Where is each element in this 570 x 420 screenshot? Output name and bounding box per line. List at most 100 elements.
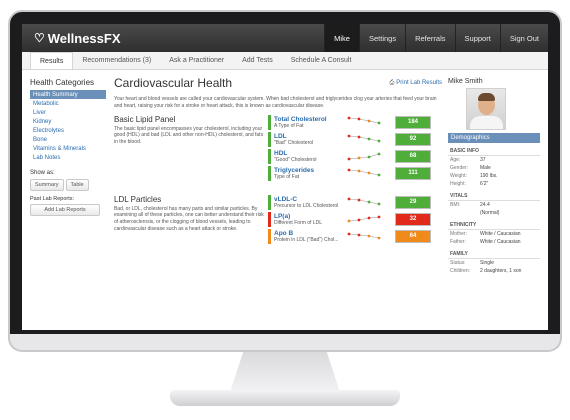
past-lab-label: Past Lab Reports: <box>30 196 75 202</box>
vitals-heading: VITALS <box>448 190 540 201</box>
age-row: Age: 37 <box>448 156 540 164</box>
nav-settings[interactable]: Settings <box>358 24 405 52</box>
status-bar <box>268 131 271 147</box>
monitor-stand-neck <box>230 352 340 392</box>
metric-text: LDL "Bad" Cholesterol <box>271 133 345 146</box>
heart-logo-icon: ♡ <box>34 31 45 45</box>
father-value: White / Caucasian <box>480 239 521 245</box>
height-value: 6'2" <box>480 181 489 187</box>
sidebar-item-metabolic[interactable]: Metabolic <box>33 100 59 107</box>
ldl-metrics: vLDL-C Precursor to LDL Cholesterol 29 <box>268 194 442 246</box>
metric-value: 29 <box>395 195 431 209</box>
bmi-note: (Normal) <box>480 210 500 216</box>
tab-add-tests[interactable]: Add Tests <box>242 57 273 64</box>
metric-hdl[interactable]: HDL "Good" Cholesterol 68 <box>268 148 442 164</box>
metric-name: LDL <box>274 132 287 140</box>
profile-name: Mike Smith <box>448 78 483 85</box>
metric-ldl[interactable]: LDL "Bad" Cholesterol 92 <box>268 131 442 147</box>
weight-key: Weight: <box>450 173 467 179</box>
trend-sparkline <box>347 168 381 176</box>
gender-key: Gender: <box>450 165 469 171</box>
sidebar-item-liver[interactable]: Liver <box>33 109 47 116</box>
height-key: Height: <box>450 181 466 187</box>
metric-apo-b[interactable]: Apo B Protein in LDL ("Bad") Chol... 64 <box>268 228 442 244</box>
metric-text: Triglycerides Type of Fat <box>271 167 345 180</box>
sidebar-item-vitamins[interactable]: Vitamins & Minerals <box>33 145 86 152</box>
metric-vldl-c[interactable]: vLDL-C Precursor to LDL Cholesterol 29 <box>268 194 442 210</box>
logo-text: WellnessFX <box>47 30 121 46</box>
metric-lpa[interactable]: LP(a) Different Form of LDL 32 <box>268 211 442 227</box>
bmi-spacer <box>450 210 480 216</box>
section-desc: Bad, or LDL, cholesterol has many parts … <box>114 205 264 232</box>
metric-name: Apo B <box>274 229 294 237</box>
sidebar-item-electrolytes[interactable]: Electrolytes <box>33 127 65 134</box>
metric-total-cholesterol[interactable]: Total Cholesterol A Type of Fat 184 <box>268 114 442 130</box>
top-bar: ♡ WellnessFX Mike Settings Referrals Sup… <box>22 24 548 52</box>
status-bar <box>268 211 271 227</box>
metric-text: HDL "Good" Cholesterol <box>271 150 345 163</box>
metric-name: LP(a) <box>274 212 291 220</box>
children-row: Children: 2 daughters, 1 son <box>448 267 540 275</box>
view-toggle: Summary Table <box>30 179 106 191</box>
app-screen: ♡ WellnessFX Mike Settings Referrals Sup… <box>22 24 548 330</box>
table-button[interactable]: Table <box>65 179 89 191</box>
gender-value: Male <box>480 165 491 171</box>
top-nav: Mike Settings Referrals Support Sign Out <box>324 24 548 52</box>
ethnicity-heading: ETHNICITY <box>448 219 540 230</box>
trend-sparkline <box>347 197 381 205</box>
age-value: 37 <box>480 157 486 163</box>
page-title: Cardiovascular Health <box>114 76 233 90</box>
section-title: Basic Lipid Panel <box>114 114 176 124</box>
metric-sub: "Bad" Cholesterol <box>274 139 314 146</box>
title-row: Cardiovascular Health ⎙ Print Lab Result… <box>114 76 442 90</box>
metric-value: 184 <box>395 115 431 129</box>
monitor-stand-base <box>170 390 400 406</box>
ldl-panel-info: LDL Particles Bad, or LDL, cholesterol h… <box>114 195 264 246</box>
metric-sub: Type of Fat <box>274 173 300 180</box>
add-lab-reports-button[interactable]: Add Lab Reports <box>30 204 100 216</box>
metric-sub: Protein in LDL ("Bad") Chol... <box>274 236 339 243</box>
profile-panel: Mike Smith Demographics BASIC INFO Age: 3… <box>448 78 540 275</box>
metric-name: HDL <box>274 149 288 157</box>
sidebar-item-health-summary[interactable]: Health Summary <box>30 90 106 99</box>
printer-icon: ⎙ <box>389 79 395 86</box>
status-bar <box>268 114 271 130</box>
summary-button[interactable]: Summary <box>30 179 64 191</box>
nav-referrals[interactable]: Referrals <box>405 24 454 52</box>
children-value: 2 daughters, 1 son <box>480 268 522 274</box>
status-value: Single <box>480 260 494 266</box>
tab-schedule-consult[interactable]: Schedule A Consult <box>290 57 352 64</box>
logo[interactable]: ♡ WellnessFX <box>34 31 121 46</box>
tab-recommendations[interactable]: Recommendations (3) <box>82 57 152 64</box>
family-heading: FAMILY <box>448 248 540 259</box>
metric-name: Triglycerides <box>274 166 315 174</box>
show-as-label: Show as: <box>30 170 55 176</box>
tab-results[interactable]: Results <box>30 52 74 69</box>
lipid-panel-info: Basic Lipid Panel The basic lipid panel … <box>114 115 264 183</box>
avatar-body <box>470 116 503 129</box>
section-desc: The basic lipid panel encompasses your c… <box>114 125 264 146</box>
monitor-chin <box>8 334 562 352</box>
children-key: Children: <box>450 268 471 274</box>
sidebar: Health Categories Health Summary Metabol… <box>30 78 106 216</box>
sidebar-item-lab-notes[interactable]: Lab Notes <box>33 154 61 161</box>
main-area: Health Categories Health Summary Metabol… <box>22 70 548 330</box>
nav-mike[interactable]: Mike <box>324 24 359 52</box>
print-lab-results-link[interactable]: ⎙ Print Lab Results <box>389 80 442 87</box>
metric-text: Total Cholesterol A Type of Fat <box>271 116 345 129</box>
metric-triglycerides[interactable]: Triglycerides Type of Fat 111 <box>268 165 442 181</box>
sidebar-item-bone[interactable]: Bone <box>33 136 48 143</box>
nav-sign-out[interactable]: Sign Out <box>499 24 548 52</box>
status-bar <box>268 165 271 181</box>
metric-value: 64 <box>395 229 431 243</box>
print-label: Print Lab Results <box>396 80 442 86</box>
tab-ask-practitioner[interactable]: Ask a Practitioner <box>169 57 225 64</box>
status-bar <box>268 228 271 244</box>
nav-support[interactable]: Support <box>454 24 500 52</box>
metric-name: Total Cholesterol <box>274 115 327 123</box>
sidebar-item-kidney[interactable]: Kidney <box>33 118 52 125</box>
section-title: LDL Particles <box>114 194 162 204</box>
father-row: Father: White / Caucasian <box>448 238 540 246</box>
trend-sparkline <box>347 232 381 239</box>
metric-sub: Different Form of LDL <box>274 219 322 226</box>
